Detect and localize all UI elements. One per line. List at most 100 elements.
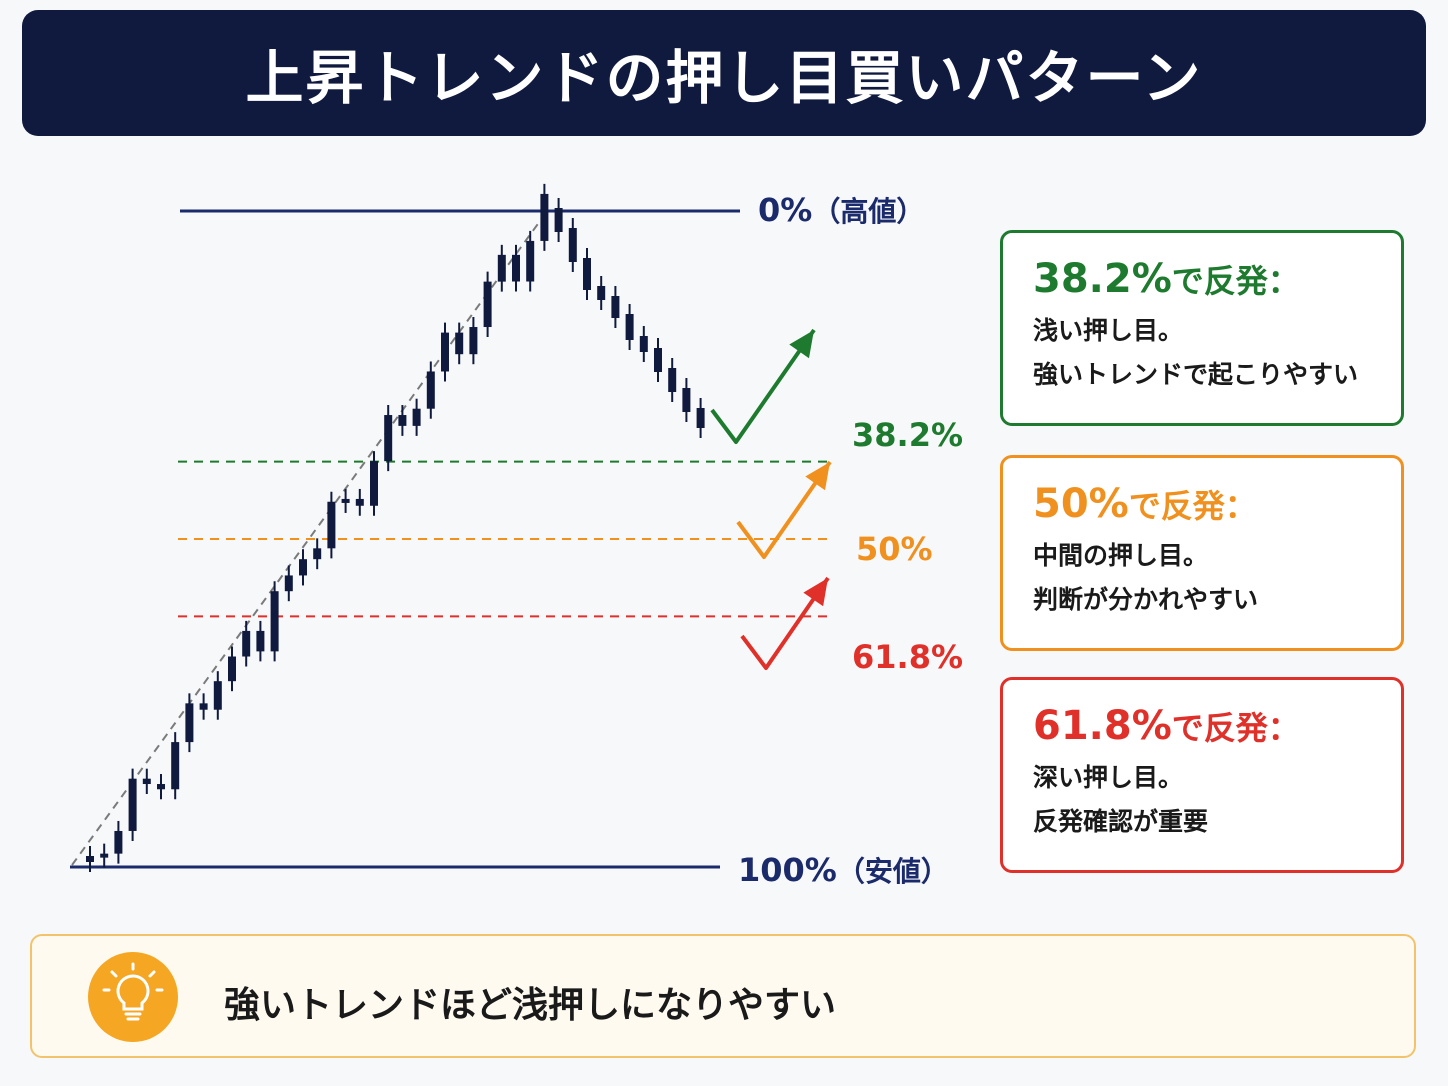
candle-body [157, 784, 165, 790]
bounce-arrow-618-head [803, 578, 828, 607]
candle-body [341, 498, 350, 503]
candle-body [355, 498, 364, 506]
card-50-title: 50%で反発： [1033, 476, 1401, 534]
level-label-50: 50% [856, 530, 933, 568]
tip-box: 強いトレンドほど浅押しになりやすい [30, 934, 1416, 1058]
candle-body [611, 296, 620, 318]
candlestick [327, 491, 336, 559]
candle-body [242, 630, 251, 657]
candlestick [682, 378, 691, 422]
candle-body [142, 778, 151, 785]
level-label-0: 0%（高値） [758, 190, 924, 230]
candlestick [114, 820, 123, 864]
candlestick [512, 244, 520, 292]
candlestick [341, 488, 350, 513]
level-100-pct: 100% [738, 851, 837, 889]
candle-body [441, 332, 449, 372]
bounce-arrow-50-path [736, 460, 832, 559]
candlestick [611, 286, 620, 328]
candlestick [625, 304, 634, 350]
bounce-arrow-50 [736, 460, 832, 559]
candlestick [412, 398, 421, 436]
trend-line [71, 209, 549, 866]
card-382-line1: 浅い押し目。 [1033, 316, 1184, 345]
candle-body [639, 336, 648, 352]
card-50-pct: 50% [1033, 481, 1129, 527]
candlestick [86, 846, 94, 872]
candle-body [185, 703, 194, 743]
candlestick [299, 549, 307, 586]
candle-body [483, 281, 492, 328]
candlestick [639, 326, 648, 362]
candlestick [654, 338, 662, 382]
candle-body [100, 853, 109, 858]
level-0-note: （高値） [812, 195, 925, 228]
page-title: 上昇トレンドの押し目買いパターン [245, 44, 1203, 112]
candlestick [568, 218, 577, 272]
candlestick [441, 322, 449, 382]
card-618-title: 61.8%で反発： [1033, 698, 1401, 756]
card-382-line2: 強いトレンドで起こりやすい [1033, 360, 1359, 389]
candle-body [540, 193, 549, 241]
bounce-arrow-618 [740, 576, 830, 670]
candlestick [483, 271, 492, 338]
candle-body [654, 348, 662, 372]
candlestick [526, 230, 535, 292]
candlestick [270, 581, 279, 662]
lightbulb-icon [88, 952, 178, 1042]
candlestick [242, 620, 251, 667]
card-382-pct: 38.2% [1033, 256, 1172, 302]
candlestick [554, 198, 563, 242]
candle-body [313, 548, 322, 560]
candle-body [256, 630, 265, 652]
candle-body [512, 254, 520, 282]
card-50-suffix: で反発： [1128, 487, 1257, 525]
bounce-arrow-382-head [789, 330, 814, 359]
candle-body [668, 368, 677, 392]
level-label-382: 38.2% [852, 416, 964, 454]
candlestick [540, 183, 549, 251]
card-382: 38.2%で反発： 浅い押し目。 強いトレンドで起こりやすい [1000, 230, 1404, 426]
candle-body [412, 408, 421, 426]
bounce-arrow-382 [710, 328, 816, 444]
candlestick [171, 732, 180, 800]
candle-body [597, 286, 606, 300]
candle-body [299, 559, 307, 576]
card-618: 61.8%で反発： 深い押し目。 反発確認が重要 [1000, 677, 1404, 873]
candlestick [384, 405, 393, 472]
card-618-pct: 61.8% [1033, 703, 1172, 749]
card-618-line1: 深い押し目。 [1033, 763, 1184, 792]
candle-body [696, 408, 705, 428]
candle-body [526, 240, 535, 282]
candle-body [199, 703, 208, 710]
candlestick [157, 774, 165, 800]
candle-body [554, 208, 563, 232]
candle-body [625, 314, 634, 340]
candle-body [469, 327, 478, 355]
candle-body [568, 228, 577, 262]
bounce-arrow-50-head [805, 462, 830, 491]
candlestick [370, 451, 378, 516]
bounce-arrow-382-path [710, 328, 816, 444]
candle-body [398, 415, 407, 426]
candle-body [213, 681, 222, 710]
candle-body [370, 461, 378, 506]
candle-body [455, 332, 464, 355]
candlestick [185, 693, 194, 753]
candlestick [668, 358, 677, 402]
candlestick [696, 398, 705, 438]
candle-body [284, 575, 293, 592]
card-382-suffix: で反発： [1171, 262, 1300, 300]
candlestick [313, 538, 322, 570]
candlestick [284, 565, 293, 602]
candle-body [128, 778, 137, 831]
candle-body [86, 856, 94, 862]
candle-body [583, 258, 591, 290]
candle-body [228, 656, 236, 682]
candle-body [497, 254, 506, 282]
candlestick [199, 693, 208, 720]
candlestick [426, 361, 435, 419]
level-0-pct: 0% [758, 191, 813, 229]
card-618-line2: 反発確認が重要 [1033, 807, 1209, 836]
candlestick [597, 276, 606, 310]
